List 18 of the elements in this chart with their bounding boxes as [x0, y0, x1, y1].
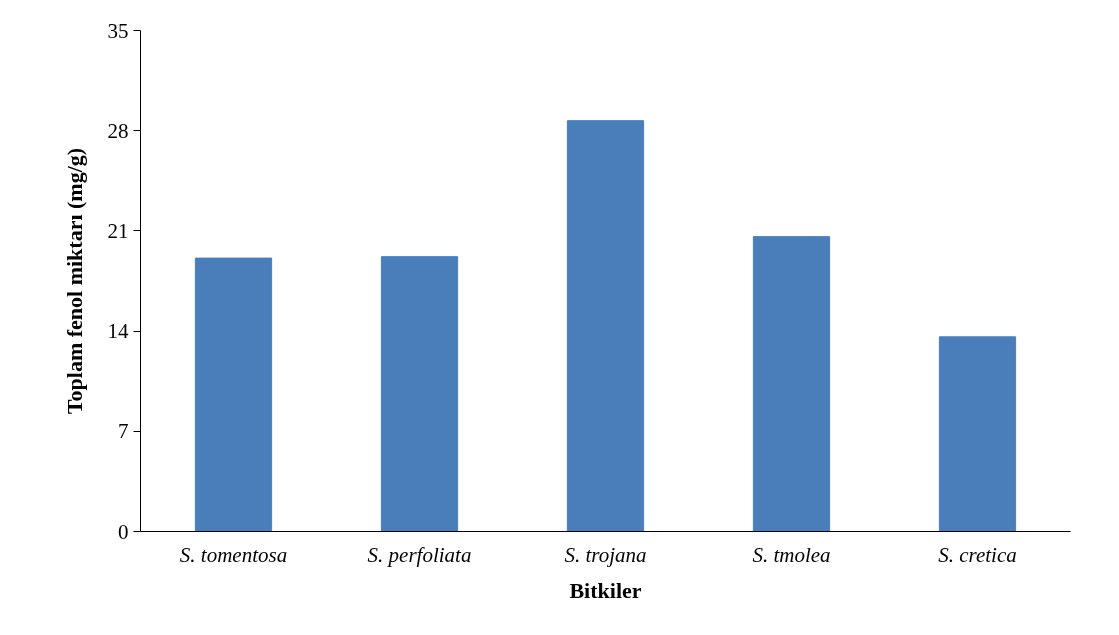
y-tick-label: 28: [107, 118, 129, 143]
x-tick-label: S. cretica: [938, 542, 1017, 567]
bar: [194, 257, 273, 532]
x-axis-title: Bitkiler: [569, 577, 642, 603]
x-tick-label: S. tomentosa: [179, 542, 288, 567]
x-tick-label: S. tmolea: [752, 542, 831, 567]
y-axis-title: Toplam fenol miktarı (mg/g): [61, 147, 87, 415]
y-tick-label: 14: [107, 319, 129, 344]
y-tick-label: 35: [107, 18, 129, 43]
bar: [566, 120, 645, 532]
bar: [752, 236, 831, 532]
x-tick-label: S. trojana: [564, 542, 647, 567]
y-tick-label: 21: [107, 218, 129, 243]
y-tick-label: 0: [118, 519, 129, 544]
x-tick-label: S. perfoliata: [367, 542, 472, 567]
y-tick-label: 7: [118, 419, 129, 444]
bar: [938, 336, 1017, 532]
bar: [380, 256, 459, 532]
